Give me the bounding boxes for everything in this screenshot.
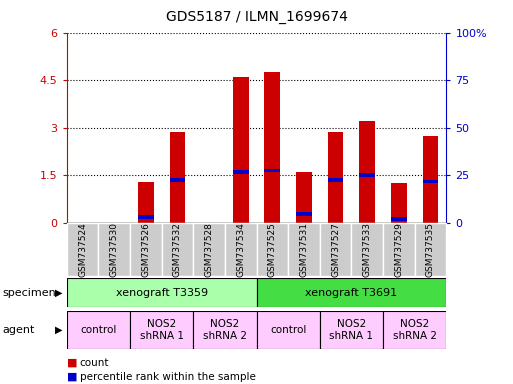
Bar <box>359 173 375 177</box>
Text: GSM737529: GSM737529 <box>394 222 403 277</box>
Bar <box>415 223 446 276</box>
Text: GSM737534: GSM737534 <box>236 222 245 277</box>
Bar <box>383 223 415 276</box>
Text: GSM737527: GSM737527 <box>331 222 340 277</box>
Bar <box>233 77 249 223</box>
Bar <box>423 136 439 223</box>
Bar <box>138 215 154 219</box>
Bar <box>296 212 312 216</box>
Text: GSM737528: GSM737528 <box>205 222 213 277</box>
Bar <box>169 132 185 223</box>
Text: ▶: ▶ <box>55 325 63 335</box>
Text: specimen: specimen <box>3 288 56 298</box>
Bar <box>264 169 280 172</box>
Text: control: control <box>270 325 306 335</box>
Text: GSM737533: GSM737533 <box>363 222 372 277</box>
Text: GSM737524: GSM737524 <box>78 222 87 277</box>
Text: GSM737535: GSM737535 <box>426 222 435 277</box>
Bar <box>225 223 256 276</box>
Bar <box>67 311 130 349</box>
Text: GSM737525: GSM737525 <box>268 222 277 277</box>
Text: count: count <box>80 358 109 368</box>
Bar <box>98 223 130 276</box>
Bar <box>288 223 320 276</box>
Text: percentile rank within the sample: percentile rank within the sample <box>80 372 255 382</box>
Bar <box>296 172 312 223</box>
Text: GSM737526: GSM737526 <box>141 222 150 277</box>
Bar <box>423 180 439 184</box>
Bar <box>193 311 256 349</box>
Bar <box>67 223 98 276</box>
Bar <box>169 178 185 182</box>
Text: ▶: ▶ <box>55 288 63 298</box>
Bar <box>320 311 383 349</box>
Bar <box>328 132 344 223</box>
Text: GSM737530: GSM737530 <box>110 222 119 277</box>
Bar <box>233 170 249 174</box>
Bar <box>359 121 375 223</box>
Text: NOS2
shRNA 2: NOS2 shRNA 2 <box>203 319 247 341</box>
Bar <box>130 311 193 349</box>
Bar <box>193 223 225 276</box>
Bar <box>256 311 320 349</box>
Text: NOS2
shRNA 2: NOS2 shRNA 2 <box>392 319 437 341</box>
Bar <box>256 278 446 307</box>
Bar <box>138 182 154 223</box>
Text: xenograft T3359: xenograft T3359 <box>115 288 208 298</box>
Text: GSM737532: GSM737532 <box>173 222 182 277</box>
Text: NOS2
shRNA 1: NOS2 shRNA 1 <box>329 319 373 341</box>
Text: ■: ■ <box>67 372 77 382</box>
Text: xenograft T3691: xenograft T3691 <box>305 288 398 298</box>
Bar <box>328 178 344 182</box>
Bar <box>130 223 162 276</box>
Text: ■: ■ <box>67 358 77 368</box>
Text: agent: agent <box>3 325 35 335</box>
Bar <box>391 183 407 223</box>
Bar <box>391 217 407 220</box>
Text: GDS5187 / ILMN_1699674: GDS5187 / ILMN_1699674 <box>166 10 347 23</box>
Text: control: control <box>80 325 116 335</box>
Bar <box>351 223 383 276</box>
Bar <box>264 72 280 223</box>
Bar <box>256 223 288 276</box>
Text: GSM737531: GSM737531 <box>300 222 308 277</box>
Bar <box>162 223 193 276</box>
Text: NOS2
shRNA 1: NOS2 shRNA 1 <box>140 319 184 341</box>
Bar <box>383 311 446 349</box>
Bar <box>67 278 256 307</box>
Bar <box>320 223 351 276</box>
